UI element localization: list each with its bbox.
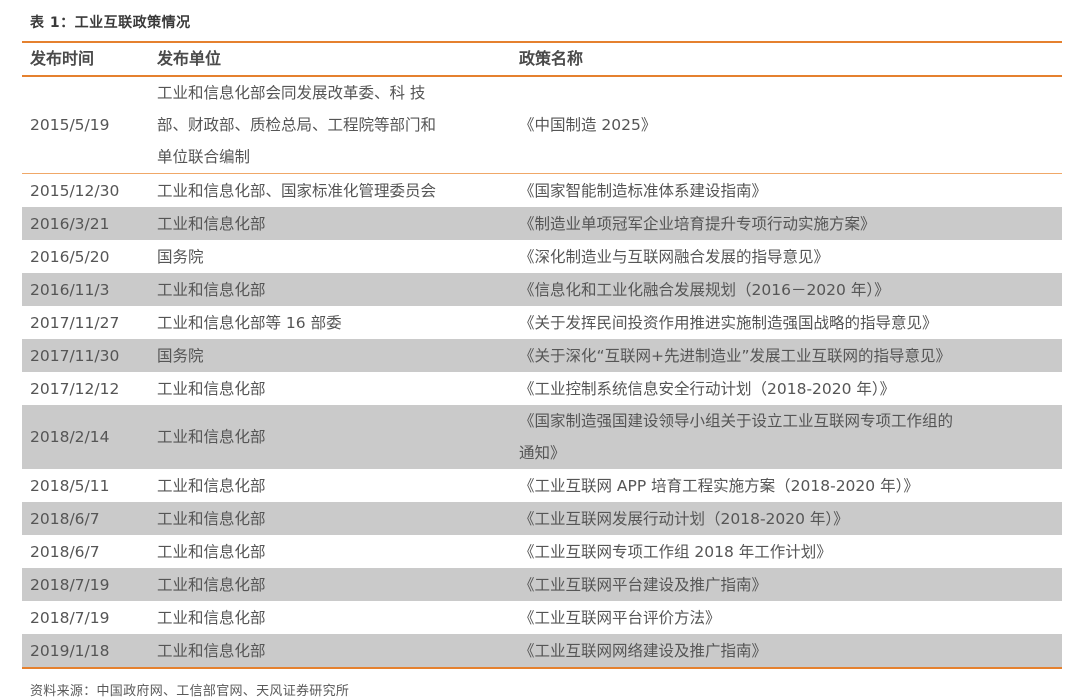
column-header-publish-unit: 发布单位 <box>157 49 222 68</box>
cell-policy-name: 《工业互联网平台评价方法》 <box>519 608 721 627</box>
table-row: 2018/5/11 工业和信息化部 《工业互联网 APP 培育工程实施方案（20… <box>22 469 1062 502</box>
cell-policy-name: 《工业互联网 APP 培育工程实施方案（2018-2020 年）》 <box>519 476 919 495</box>
cell-publish-date: 2018/7/19 <box>30 608 110 627</box>
table-row: 2017/11/27 工业和信息化部等 16 部委 《关于发挥民间投资作用推进实… <box>22 306 1062 339</box>
cell-publish-date: 2015/5/19 <box>30 116 110 134</box>
table-row: 2016/5/20 国务院 《深化制造业与互联网融合发展的指导意见》 <box>22 240 1062 273</box>
cell-publish-unit: 工业和信息化部等 16 部委 <box>157 313 342 332</box>
cell-publish-date: 2017/12/12 <box>30 379 120 398</box>
cell-policy-name: 《国家制造强国建设领导小组关于设立工业互联网专项工作组的 通知》 <box>519 412 954 462</box>
cell-publish-date: 2018/7/19 <box>30 575 110 594</box>
cell-policy-name: 《关于深化“互联网+先进制造业”发展工业互联网的指导意见》 <box>519 346 952 365</box>
cell-publish-unit: 工业和信息化部 <box>157 575 266 594</box>
cell-publish-unit: 工业和信息化部 <box>157 214 266 233</box>
cell-publish-unit: 国务院 <box>157 346 204 365</box>
policy-table: 发布时间 发布单位 政策名称 2015/5/19 工业和信息化部会同发展改革委、… <box>22 41 1062 669</box>
cell-policy-name: 《工业互联网发展行动计划（2018-2020 年）》 <box>519 509 849 528</box>
cell-publish-date: 2018/6/7 <box>30 542 100 561</box>
cell-publish-unit: 国务院 <box>157 247 204 266</box>
table-row: 2017/12/12 工业和信息化部 《工业控制系统信息安全行动计划（2018-… <box>22 372 1062 405</box>
cell-publish-unit: 工业和信息化部 <box>157 379 266 398</box>
cell-publish-unit: 工业和信息化部 <box>157 509 266 528</box>
cell-policy-name: 《制造业单项冠军企业培育提升专项行动实施方案》 <box>519 214 876 233</box>
table-body: 2015/5/19 工业和信息化部会同发展改革委、科 技 部、财政部、质检总局、… <box>22 77 1062 669</box>
cell-publish-date: 2016/11/3 <box>30 280 110 299</box>
cell-policy-name: 《工业互联网平台建设及推广指南》 <box>519 575 768 594</box>
cell-publish-date: 2016/5/20 <box>30 247 110 266</box>
table-row: 2018/6/7 工业和信息化部 《工业互联网专项工作组 2018 年工作计划》 <box>22 535 1062 568</box>
cell-policy-name: 《中国制造 2025》 <box>519 116 657 134</box>
cell-publish-date: 2018/5/11 <box>30 476 110 495</box>
cell-publish-unit: 工业和信息化部 <box>157 428 266 446</box>
cell-policy-name: 《信息化和工业化融合发展规划（2016－2020 年）》 <box>519 280 890 299</box>
table-row: 2018/7/19 工业和信息化部 《工业互联网平台评价方法》 <box>22 601 1062 634</box>
table-header-row: 发布时间 发布单位 政策名称 <box>22 41 1062 77</box>
cell-publish-date: 2018/6/7 <box>30 509 100 528</box>
cell-publish-date: 2017/11/27 <box>30 313 120 332</box>
table-row: 2018/7/19 工业和信息化部 《工业互联网平台建设及推广指南》 <box>22 568 1062 601</box>
cell-publish-date: 2019/1/18 <box>30 641 110 660</box>
cell-policy-name: 《工业控制系统信息安全行动计划（2018-2020 年）》 <box>519 379 896 398</box>
cell-publish-unit: 工业和信息化部 <box>157 476 266 495</box>
cell-publish-date: 2015/12/30 <box>30 181 120 200</box>
cell-publish-unit: 工业和信息化部 <box>157 542 266 561</box>
cell-policy-name: 《深化制造业与互联网融合发展的指导意见》 <box>519 247 830 266</box>
cell-publish-unit: 工业和信息化部 <box>157 608 266 627</box>
cell-publish-date: 2017/11/30 <box>30 346 120 365</box>
table-row: 2019/1/18 工业和信息化部 《工业互联网网络建设及推广指南》 <box>22 634 1062 667</box>
table-row: 2016/11/3 工业和信息化部 《信息化和工业化融合发展规划（2016－20… <box>22 273 1062 306</box>
table-row: 2018/2/14 工业和信息化部 《国家制造强国建设领导小组关于设立工业互联网… <box>22 405 1062 469</box>
cell-policy-name: 《国家智能制造标准体系建设指南》 <box>519 181 768 200</box>
cell-policy-name: 《关于发挥民间投资作用推进实施制造强国战略的指导意见》 <box>519 313 938 332</box>
table-row: 2015/12/30 工业和信息化部、国家标准化管理委员会 《国家智能制造标准体… <box>22 174 1062 207</box>
source-note: 资料来源：中国政府网、工信部官网、天风证券研究所 <box>30 684 350 699</box>
cell-publish-unit: 工业和信息化部、国家标准化管理委员会 <box>157 181 437 200</box>
cell-policy-name: 《工业互联网网络建设及推广指南》 <box>519 641 768 660</box>
table-row: 2016/3/21 工业和信息化部 《制造业单项冠军企业培育提升专项行动实施方案… <box>22 207 1062 240</box>
cell-policy-name: 《工业互联网专项工作组 2018 年工作计划》 <box>519 542 832 561</box>
table-row: 2018/6/7 工业和信息化部 《工业互联网发展行动计划（2018-2020 … <box>22 502 1062 535</box>
cell-publish-unit: 工业和信息化部 <box>157 641 266 660</box>
cell-publish-unit: 工业和信息化部会同发展改革委、科 技 部、财政部、质检总局、工程院等部门和 单位… <box>157 84 437 166</box>
table-row: 2015/5/19 工业和信息化部会同发展改革委、科 技 部、财政部、质检总局、… <box>22 77 1062 174</box>
table-title: 表 1：工业互联政策情况 <box>30 15 191 31</box>
table-row: 2017/11/30 国务院 《关于深化“互联网+先进制造业”发展工业互联网的指… <box>22 339 1062 372</box>
column-header-publish-date: 发布时间 <box>30 49 95 68</box>
cell-publish-date: 2016/3/21 <box>30 214 110 233</box>
column-header-policy-name: 政策名称 <box>519 49 584 68</box>
cell-publish-unit: 工业和信息化部 <box>157 280 266 299</box>
cell-publish-date: 2018/2/14 <box>30 428 110 446</box>
